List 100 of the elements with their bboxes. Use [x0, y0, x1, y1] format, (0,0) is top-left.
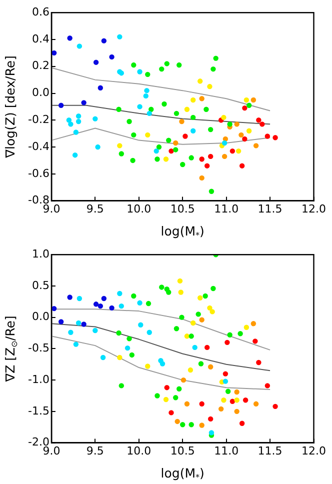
point	[253, 401, 259, 407]
point	[67, 36, 72, 41]
point	[164, 61, 170, 66]
point	[199, 96, 204, 102]
point	[210, 66, 216, 72]
point	[184, 334, 190, 339]
point	[253, 143, 259, 148]
point	[236, 148, 242, 154]
point	[76, 118, 82, 124]
point	[230, 148, 236, 154]
point	[239, 420, 245, 426]
point	[116, 106, 122, 112]
point	[256, 118, 262, 123]
point	[208, 416, 214, 422]
point	[159, 284, 164, 290]
point	[98, 303, 104, 309]
point	[234, 398, 240, 403]
point	[227, 332, 232, 338]
point	[180, 162, 186, 168]
x-tick-label: 12.0	[302, 202, 326, 216]
point	[188, 367, 194, 373]
point	[58, 319, 64, 324]
point	[199, 156, 204, 162]
point	[190, 320, 196, 326]
point	[100, 354, 106, 360]
point	[137, 69, 142, 74]
point	[180, 422, 186, 428]
point	[137, 300, 142, 306]
point	[188, 334, 194, 339]
point	[131, 62, 136, 68]
point	[204, 106, 209, 112]
point	[117, 290, 122, 296]
point	[204, 344, 210, 350]
y-tick-label: -0.4	[28, 140, 50, 153]
point	[246, 102, 252, 108]
point	[68, 122, 74, 127]
point	[250, 97, 256, 103]
point	[173, 140, 178, 146]
point	[131, 293, 136, 299]
y-tick-label: 0.0	[32, 310, 50, 324]
point	[66, 118, 72, 123]
point	[131, 132, 136, 138]
point	[116, 330, 122, 336]
point	[239, 163, 245, 168]
point	[118, 303, 124, 309]
point	[210, 286, 216, 292]
x-tick-label: 10.5	[170, 444, 195, 458]
point	[76, 114, 82, 119]
point	[101, 296, 107, 302]
point	[264, 383, 270, 388]
point	[204, 163, 210, 168]
point	[250, 321, 256, 326]
point	[192, 344, 198, 350]
point	[242, 136, 248, 142]
point	[188, 155, 194, 160]
y-axis-title: ∇log(Z) [dex/Re]	[2, 56, 18, 159]
point	[198, 361, 204, 366]
y-tick-label: 0.0	[32, 86, 50, 100]
point	[222, 378, 228, 384]
point	[179, 314, 184, 320]
point	[176, 386, 182, 392]
point	[159, 66, 164, 72]
point	[252, 338, 258, 344]
point	[92, 328, 98, 334]
point	[154, 393, 160, 398]
point	[264, 134, 270, 139]
point	[180, 377, 186, 383]
point	[221, 398, 226, 403]
point	[197, 295, 203, 300]
point	[101, 38, 107, 44]
point	[244, 324, 250, 330]
y-tick-label: 1.0	[32, 247, 50, 260]
point	[146, 110, 152, 116]
point	[58, 102, 64, 108]
y-tick-label: -1.5	[28, 404, 50, 418]
point	[222, 371, 228, 376]
point	[146, 330, 152, 335]
point	[207, 84, 212, 90]
point	[197, 78, 203, 84]
point	[177, 278, 183, 284]
y-tick-label: -1.0	[28, 372, 50, 386]
point	[199, 401, 204, 407]
point	[173, 147, 178, 152]
point	[208, 154, 214, 160]
point	[199, 175, 204, 181]
point	[182, 134, 188, 139]
point	[129, 352, 134, 358]
point	[145, 72, 150, 78]
point	[246, 128, 252, 134]
point	[174, 326, 180, 332]
point	[238, 132, 244, 138]
point	[67, 294, 72, 300]
x-tick-label: 11.0	[214, 202, 239, 216]
point	[208, 188, 214, 194]
point	[174, 418, 180, 424]
point	[76, 44, 82, 49]
x-tick-label: 9.5	[86, 202, 104, 216]
point	[225, 388, 231, 394]
y-tick-label: -0.6	[28, 166, 50, 180]
point	[164, 384, 170, 390]
